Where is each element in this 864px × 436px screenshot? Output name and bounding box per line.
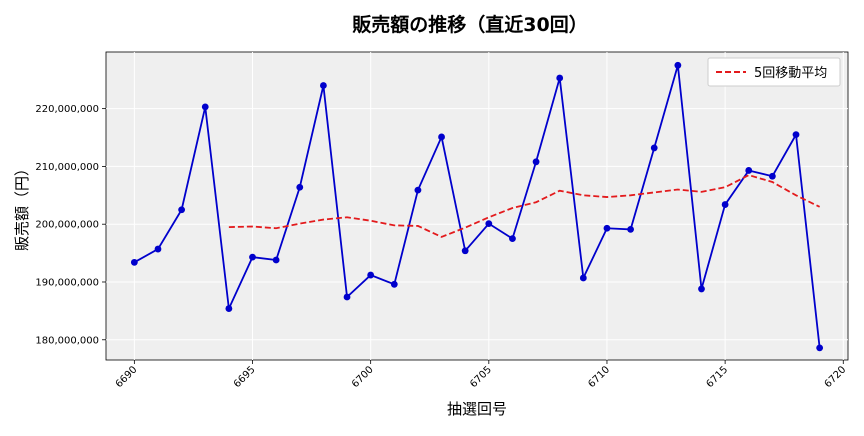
sales-data-point [485, 220, 493, 228]
x-tick-label: 6720 [823, 364, 849, 390]
sales-data-point [130, 258, 138, 266]
x-axis: 6690 6695 6700 6705 6710 6715 6720 [114, 360, 849, 390]
grid-lines [106, 52, 848, 360]
sales-data-point [532, 158, 540, 166]
chart-title: 販売額の推移（直近30回） [352, 13, 587, 36]
sales-data-point [343, 293, 351, 301]
x-tick-label: 6700 [350, 364, 376, 390]
x-tick-label: 6690 [114, 364, 140, 390]
legend-box [707, 57, 841, 87]
y-tick-label: 180,000,000 [35, 335, 99, 346]
sales-data-point [792, 131, 800, 139]
sales-data-point [556, 74, 564, 82]
sales-data-point [721, 201, 729, 208]
y-tick-label: 200,000,000 [35, 220, 99, 231]
sales-data-point [698, 285, 705, 293]
sales-data-point [367, 271, 375, 279]
sales-data-point [272, 256, 280, 264]
y-axis: 180,000,000 190,000,000 200,000,000 210,000… [35, 104, 106, 346]
x-tick-label: 6695 [232, 364, 258, 390]
sales-data-point [509, 235, 516, 243]
legend-label-moving-average: 5回移動平均 [754, 66, 827, 81]
sales-data-point [178, 206, 186, 214]
sales-data-point [225, 305, 233, 312]
series-layer [130, 61, 824, 352]
sales-data-point [674, 61, 682, 69]
sales-data-point [768, 172, 776, 180]
sales-data-point [249, 253, 256, 261]
sales-data-point [579, 274, 587, 282]
x-axis-label: 抽選回号 [447, 400, 507, 418]
y-axis-label: 販売額（円） [13, 161, 31, 251]
sales-data-point [627, 226, 634, 233]
sales-data-point [320, 82, 327, 89]
sales-data-point [650, 144, 658, 152]
moving-average-line [228, 174, 821, 238]
sales-data-point [154, 245, 162, 253]
x-tick-label: 6705 [468, 364, 494, 390]
sales-data-point [461, 247, 469, 255]
sales-data-point [603, 224, 611, 232]
sales-data-point [438, 133, 445, 141]
sales-data-point [390, 280, 398, 288]
sales-data-point [745, 167, 753, 174]
y-tick-label: 220,000,000 [35, 104, 99, 115]
y-tick-label: 190,000,000 [35, 277, 99, 288]
sales-data-point [414, 186, 422, 194]
x-tick-label: 6710 [586, 364, 612, 390]
sales-series-line [133, 65, 821, 348]
legend: 5回移動平均 [707, 57, 841, 87]
sales-data-point [296, 183, 304, 191]
sales-data-point [816, 344, 824, 352]
sales-data-point [201, 103, 209, 111]
y-tick-label: 210,000,000 [35, 162, 99, 173]
x-tick-label: 6715 [704, 364, 730, 390]
